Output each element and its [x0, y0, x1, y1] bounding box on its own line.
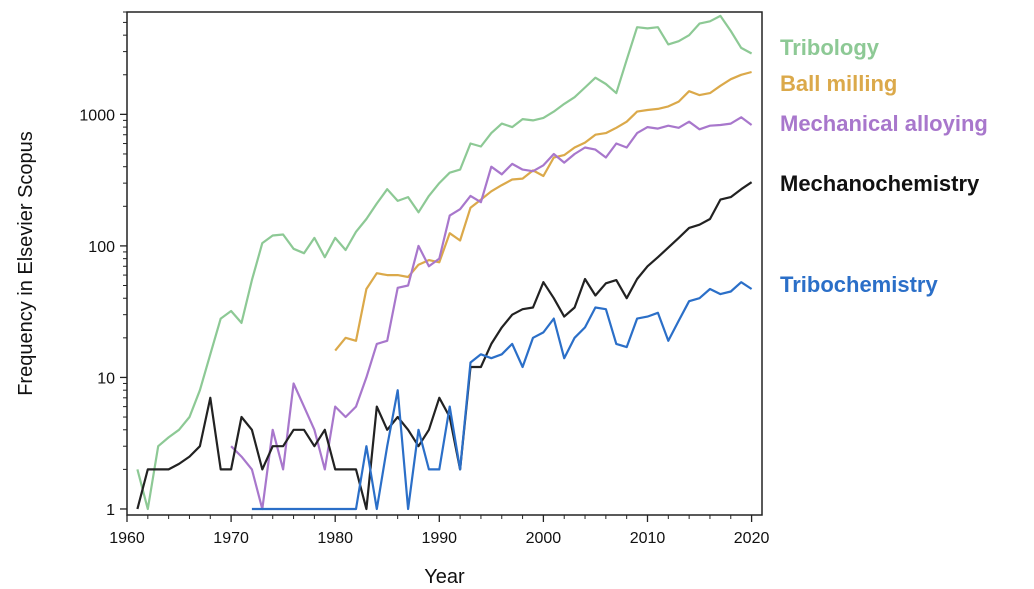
x-tick-label: 1960 — [109, 530, 145, 547]
series-line-mechanochemistry — [136, 181, 753, 511]
series-line-ball-milling — [334, 70, 752, 352]
x-tick-label: 2000 — [526, 530, 562, 547]
x-tick-label: 1990 — [421, 530, 457, 547]
series-label-mechanical-alloying: Mechanical alloying — [780, 111, 988, 136]
x-axis-title: Year — [424, 566, 465, 588]
x-tick-label: 2010 — [630, 530, 666, 547]
y-tick-label: 1 — [106, 502, 115, 519]
x-axis: 1960 1970 1980 1990 2000 2010 2020 — [109, 515, 769, 547]
y-tick-label: 100 — [88, 239, 115, 256]
y-tick-label: 1000 — [79, 107, 115, 124]
series-line-tribology — [136, 14, 753, 511]
series-line-mechanical-alloying — [230, 116, 753, 511]
series-label-tribology: Tribology — [780, 35, 880, 60]
x-tick-label: 2020 — [734, 530, 770, 547]
series-labels: Tribology Ball milling Mechanical alloying… — [780, 35, 988, 297]
y-axis: 1 10 100 1000 — [79, 11, 127, 519]
plot-area-frame — [126, 11, 763, 516]
series-lines — [136, 14, 753, 511]
x-tick-label: 1970 — [213, 530, 249, 547]
x-tick-label: 1980 — [317, 530, 353, 547]
series-label-tribochemistry: Tribochemistry — [780, 272, 938, 297]
y-tick-label: 10 — [97, 370, 115, 387]
series-label-ball-milling: Ball milling — [780, 71, 897, 96]
series-line-tribochemistry — [251, 281, 753, 511]
series-label-mechanochemistry: Mechanochemistry — [780, 171, 980, 196]
y-axis-title: Frequency in Elsevier Scopus — [15, 131, 37, 396]
